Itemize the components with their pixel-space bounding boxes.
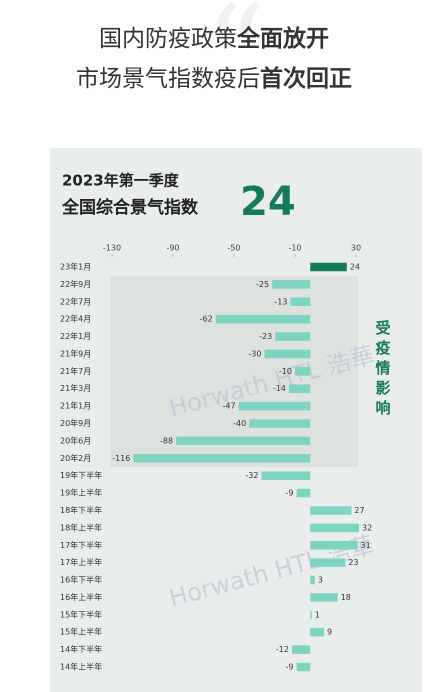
- title-bold: 首次回正: [260, 65, 352, 92]
- title-line-2: 市场景气指数疫后首次回正: [76, 65, 352, 92]
- bar: [215, 314, 311, 324]
- value-label: -88: [160, 436, 173, 445]
- y-tick-label: 19年下半年: [60, 470, 102, 480]
- bar: [310, 523, 360, 533]
- value-label: -25: [256, 280, 269, 289]
- annotation-char: 影: [375, 379, 390, 397]
- value-label: 3: [318, 576, 323, 585]
- bar: [249, 419, 311, 428]
- annotation: 受疫情影响: [375, 319, 390, 417]
- y-tick-label: 19年上半年: [60, 488, 102, 498]
- value-label: -30: [248, 349, 261, 358]
- y-tick-label: 18年上半年: [60, 522, 102, 532]
- title-text: 国内防疫政策: [99, 26, 237, 52]
- value-label: -12: [276, 645, 289, 654]
- y-tick-label: 22年1月: [60, 331, 91, 341]
- value-label: 23: [348, 558, 358, 567]
- bar: [238, 401, 311, 411]
- bar: [295, 367, 311, 376]
- bar: [310, 541, 358, 550]
- bar: [261, 471, 311, 480]
- bar: [310, 610, 312, 620]
- y-tick-label: 22年4月: [60, 314, 91, 324]
- value-label: -47: [222, 402, 235, 411]
- y-tick-label: 20年6月: [60, 435, 91, 445]
- title-text: 市场景气指数疫后: [76, 66, 260, 92]
- x-tick-label: -90: [166, 244, 179, 253]
- y-tick-label: 21年9月: [60, 348, 91, 358]
- bar: [296, 488, 311, 498]
- value-label: 32: [362, 523, 372, 532]
- bar: [288, 384, 311, 393]
- y-tick-label: 21年1月: [60, 401, 91, 411]
- value-label: 31: [361, 541, 371, 550]
- y-tick-label: 15年下半年: [60, 609, 102, 619]
- value-label: -9: [286, 489, 294, 498]
- y-tick-label: 16年上半年: [60, 592, 102, 602]
- bar: [310, 558, 346, 567]
- chart-title: 全国综合景气指数: [61, 197, 199, 218]
- bar: [310, 262, 347, 272]
- value-label: 1: [315, 610, 320, 619]
- y-tick-label: 14年下半年: [60, 644, 102, 654]
- value-label: -23: [259, 332, 272, 341]
- value-label: -32: [245, 471, 258, 480]
- title-line-1: 国内防疫政策全面放开: [99, 25, 329, 52]
- bar: [310, 627, 324, 637]
- y-tick-label: 20年2月: [60, 453, 91, 463]
- bar: [275, 332, 311, 341]
- y-tick-label: 18年下半年: [60, 505, 102, 515]
- bar: [291, 645, 311, 654]
- x-tick-label: 30: [351, 244, 361, 253]
- bar: [310, 506, 352, 515]
- value-label: -62: [200, 315, 213, 324]
- bar: [264, 349, 311, 359]
- value-label: -9: [286, 663, 294, 672]
- value-label: -116: [112, 454, 130, 463]
- chart-title-value: 24: [240, 179, 296, 225]
- highlight-region: [110, 275, 358, 467]
- value-label: -13: [274, 297, 287, 306]
- y-tick-label: 22年7月: [60, 296, 91, 306]
- bar: [310, 593, 338, 602]
- x-tick-label: -130: [103, 244, 121, 253]
- bar: [176, 436, 311, 446]
- x-tick-label: -50: [227, 244, 240, 253]
- y-tick-label: 17年下半年: [60, 540, 102, 550]
- annotation-char: 受: [375, 319, 390, 337]
- x-tick-label: -10: [288, 244, 301, 253]
- y-tick-label: 21年7月: [60, 366, 91, 376]
- value-label: -14: [273, 384, 286, 393]
- y-tick-label: 17年上半年: [60, 557, 102, 567]
- value-label: -40: [233, 419, 246, 428]
- y-tick-label: 21年3月: [60, 383, 91, 393]
- y-tick-label: 16年下半年: [60, 575, 102, 585]
- bar: [296, 662, 311, 672]
- y-tick-label: 15年上半年: [60, 627, 102, 637]
- annotation-char: 疫: [375, 339, 390, 357]
- value-label: -10: [279, 367, 292, 376]
- bar: [290, 297, 311, 307]
- value-label: 27: [354, 506, 364, 515]
- y-tick-label: 20年9月: [60, 418, 91, 428]
- bar: [272, 280, 311, 289]
- value-label: 9: [327, 628, 332, 637]
- bar: [133, 454, 311, 463]
- annotation-char: 情: [375, 359, 390, 377]
- annotation-char: 响: [375, 399, 390, 417]
- title-bold: 全面放开: [236, 25, 329, 52]
- y-tick-label: 14年上半年: [60, 662, 102, 672]
- value-label: 24: [350, 263, 360, 272]
- chart-subtitle: 2023年第一季度: [62, 172, 180, 190]
- bar: [310, 575, 315, 585]
- quote-mark: “: [204, 0, 265, 120]
- value-label: 18: [341, 593, 351, 602]
- y-tick-label: 22年9月: [60, 279, 91, 289]
- y-tick-label: 23年1月: [60, 262, 91, 272]
